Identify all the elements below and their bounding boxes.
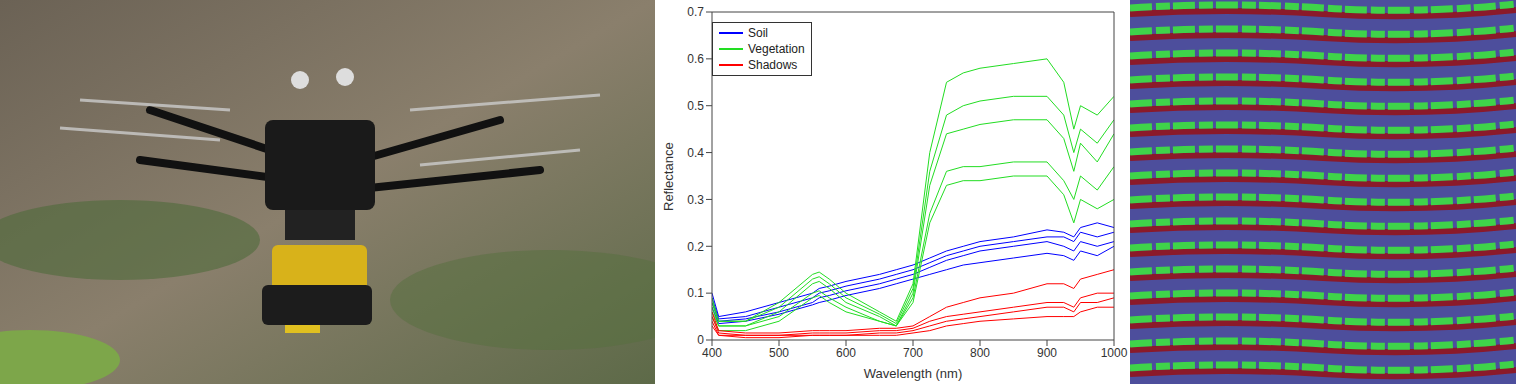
svg-text:Wavelength (nm): Wavelength (nm) bbox=[864, 366, 963, 381]
svg-text:1000: 1000 bbox=[1101, 346, 1128, 360]
svg-text:0.2: 0.2 bbox=[687, 240, 704, 254]
svg-text:500: 500 bbox=[769, 346, 789, 360]
svg-text:600: 600 bbox=[836, 346, 856, 360]
html-text:Vegetation: Vegetation bbox=[748, 42, 805, 56]
svg-text:0.4: 0.4 bbox=[687, 146, 704, 160]
svg-text:900: 900 bbox=[1037, 346, 1057, 360]
html-text:Shadows: Shadows bbox=[748, 58, 798, 72]
svg-text:0.7: 0.7 bbox=[687, 5, 704, 19]
svg-text:Reflectance: Reflectance bbox=[661, 142, 676, 211]
svg-text:400: 400 bbox=[702, 346, 722, 360]
svg-text:800: 800 bbox=[970, 346, 990, 360]
svg-text:0.1: 0.1 bbox=[687, 286, 704, 300]
svg-text:0: 0 bbox=[697, 333, 704, 347]
svg-text:0.6: 0.6 bbox=[687, 52, 704, 66]
svg-text:0.5: 0.5 bbox=[687, 99, 704, 113]
svg-text:700: 700 bbox=[903, 346, 923, 360]
svg-text:0.3: 0.3 bbox=[687, 193, 704, 207]
html-text:Soil: Soil bbox=[748, 26, 768, 40]
